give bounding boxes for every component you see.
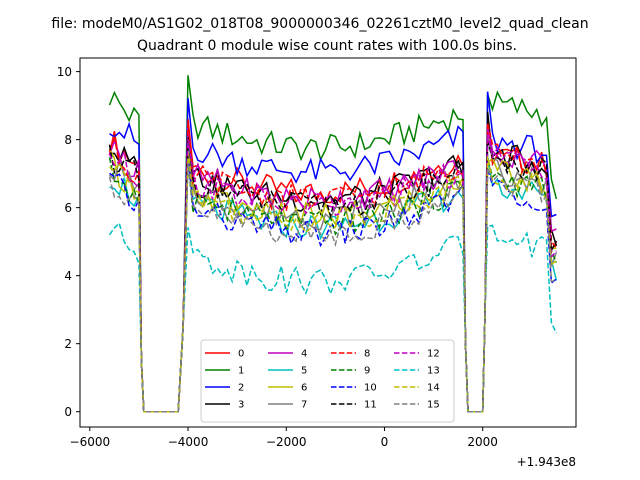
legend-box — [200, 339, 455, 423]
legend-label-2: 2 — [238, 383, 244, 394]
legend-label-8: 8 — [364, 349, 370, 360]
x-tick-label: 0 — [381, 435, 389, 449]
y-tick-label: 0 — [64, 405, 72, 419]
x-tick-label: −6000 — [70, 435, 111, 449]
legend-label-9: 9 — [364, 366, 370, 377]
y-tick-label: 10 — [57, 65, 72, 79]
chart-title: Quadrant 0 module wise count rates with … — [137, 38, 517, 54]
y-tick-label: 8 — [64, 133, 72, 147]
legend-label-10: 10 — [364, 383, 377, 394]
legend-label-0: 0 — [238, 349, 244, 360]
series-layer — [108, 75, 558, 413]
legend-label-6: 6 — [301, 383, 307, 394]
y-tick-label: 6 — [64, 201, 72, 215]
legend-label-5: 5 — [301, 366, 307, 377]
legend-label-3: 3 — [238, 400, 244, 411]
legend-label-14: 14 — [427, 383, 440, 394]
series-line-9 — [108, 157, 558, 413]
legend-label-1: 1 — [238, 366, 244, 377]
legend-label-11: 11 — [364, 400, 377, 411]
legend-label-15: 15 — [427, 400, 440, 411]
legend-label-12: 12 — [427, 349, 440, 360]
legend-label-4: 4 — [301, 349, 307, 360]
x-tick-label: −4000 — [168, 435, 209, 449]
series-line-15 — [108, 162, 557, 413]
x-tick-label: −2000 — [266, 435, 307, 449]
x-tick-label: 2000 — [467, 435, 498, 449]
legend-label-7: 7 — [301, 400, 307, 411]
y-tick-label: 2 — [64, 337, 72, 351]
chart-suptitle: file: modeM0/AS1G02_018T08_9000000346_02… — [51, 16, 588, 32]
x-offset-label: +1.943e8 — [517, 455, 576, 469]
y-axis: 0 2 4 6 8 10 — [57, 65, 80, 419]
y-tick-label: 4 — [64, 269, 72, 283]
legend-label-13: 13 — [427, 366, 440, 377]
plot-frame — [79, 57, 577, 428]
x-axis: −6000 −4000 −2000 0 2000 — [70, 427, 498, 449]
